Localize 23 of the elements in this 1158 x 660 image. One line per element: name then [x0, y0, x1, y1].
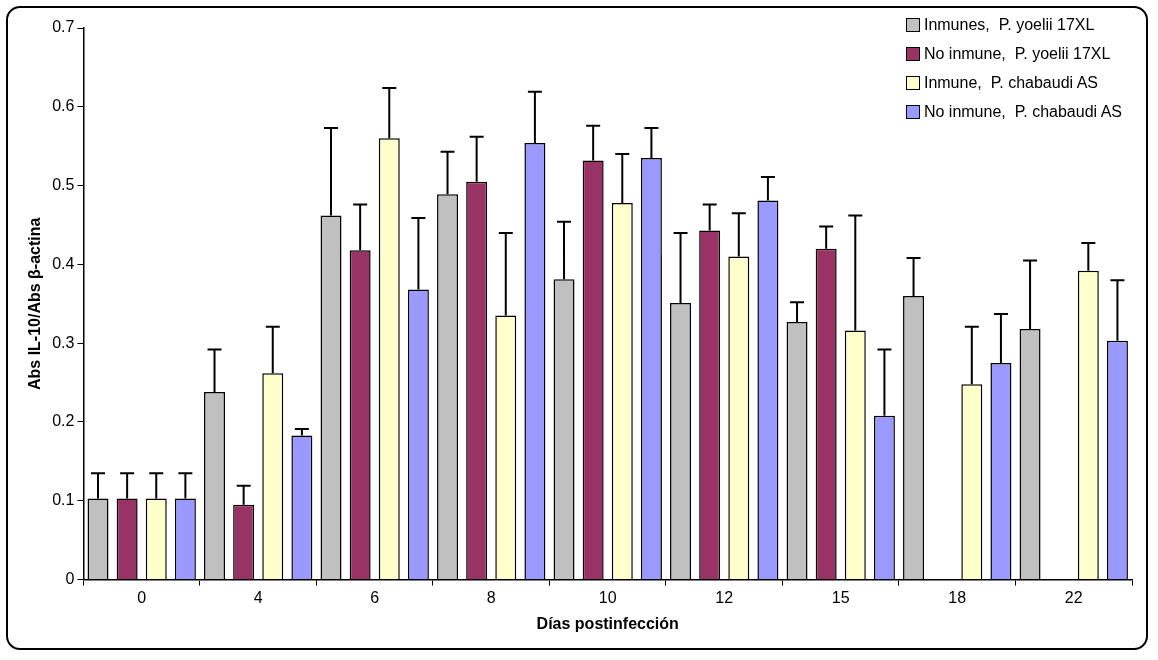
x-tick-label: 4 [253, 588, 263, 606]
y-tick-label: 0.7 [52, 18, 75, 36]
legend-label: Inmunes, P. yoelii 17XL [923, 15, 1095, 35]
x-tick-label: 22 [1064, 588, 1083, 606]
x-tick-label: 10 [598, 588, 617, 606]
y-tick-label: 0.2 [52, 412, 75, 430]
x-tick-label: 18 [948, 588, 967, 606]
legend-label: Inmune, P. chabaudi AS [923, 73, 1098, 93]
y-tick-label: 0.4 [52, 254, 75, 272]
y-tick-label: 0.3 [52, 333, 75, 351]
x-tick-label: 15 [831, 588, 850, 606]
x-tick-label: 0 [137, 588, 147, 606]
legend-label: No inmune, P. chabaudi AS [923, 102, 1122, 122]
y-tick-label: 0 [65, 570, 75, 588]
x-tick-label: 12 [715, 588, 734, 606]
legend-label: No inmune, P. yoelii 17XL [923, 44, 1111, 64]
x-tick-label: 6 [370, 588, 380, 606]
y-tick-label: 0.1 [52, 491, 75, 509]
y-tick-label: 0.5 [52, 176, 75, 194]
x-tick-label: 8 [486, 588, 496, 606]
y-tick-label: 0.6 [52, 97, 75, 115]
x-axis-title: Días postinfección [536, 614, 679, 632]
y-axis-title: Abs IL-10/Abs β-actina [26, 217, 44, 391]
